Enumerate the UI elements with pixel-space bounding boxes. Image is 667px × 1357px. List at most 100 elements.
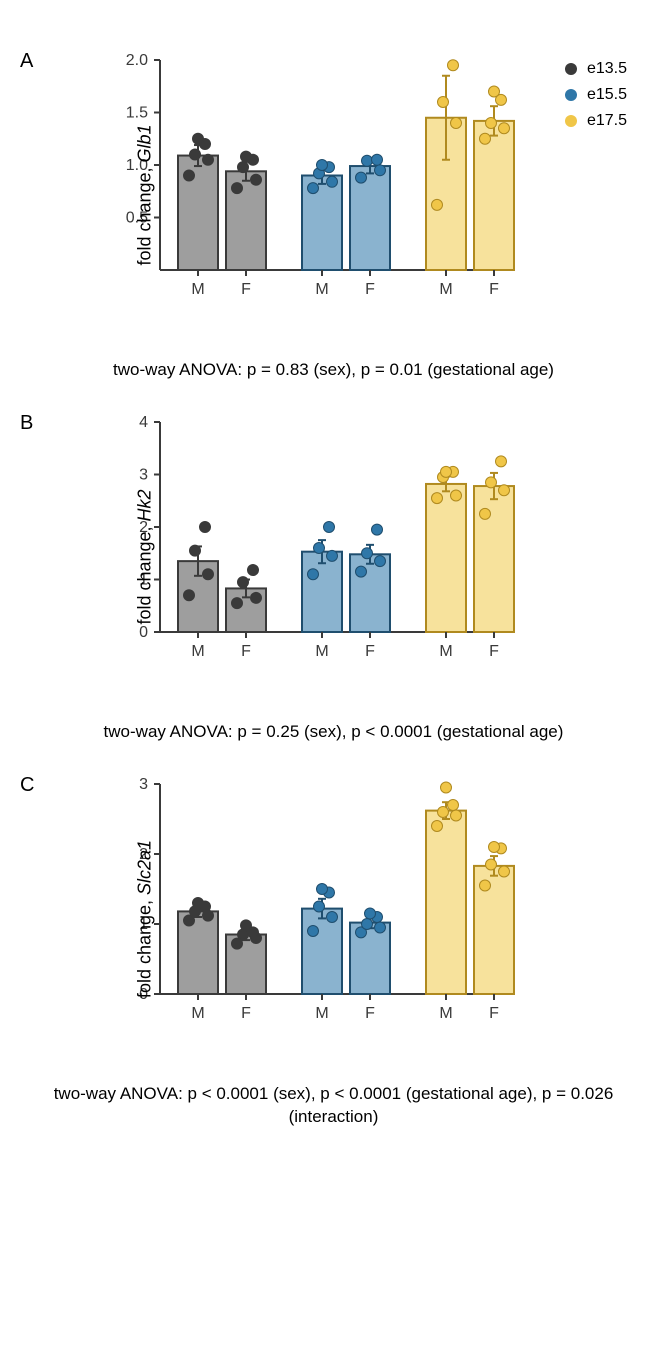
data-point (372, 524, 383, 535)
bar-chart: 0123MFMFMF (100, 774, 520, 1064)
data-point (251, 592, 262, 603)
data-point (451, 118, 462, 129)
data-point (499, 123, 510, 134)
legend: e13.5 e15.5 e17.5 (565, 60, 627, 138)
y-axis-label: fold change, Slc2a1 (135, 840, 156, 998)
x-tick-label: M (191, 643, 204, 660)
legend-label: e15.5 (587, 86, 627, 104)
data-point (327, 176, 338, 187)
data-point (232, 597, 243, 608)
x-tick-label: M (315, 1005, 328, 1022)
figure-panel-c: Cfold change, Slc2a10123MFMFMFtwo-way AN… (10, 774, 657, 1130)
bar-chart: 01234MFMFMF (100, 412, 520, 702)
gene-name: Slc2a1 (135, 840, 155, 895)
chart-wrap: fold change, Hk201234MFMFMF (100, 412, 657, 702)
data-point (203, 569, 214, 580)
y-tick-label: 3 (139, 466, 148, 483)
x-tick-label: F (241, 643, 251, 660)
data-point (362, 918, 373, 929)
legend-dot-icon (565, 115, 577, 127)
data-point (308, 569, 319, 580)
data-point (441, 466, 452, 477)
anova-caption: two-way ANOVA: p = 0.83 (sex), p = 0.01 … (10, 358, 657, 382)
bar-chart: 0.51.01.52.0MFMFMF (100, 50, 520, 340)
data-point (438, 97, 449, 108)
y-axis-label-prefix: fold change, (135, 162, 155, 265)
x-tick-label: F (241, 281, 251, 298)
y-tick-label: 4 (139, 414, 148, 431)
x-tick-label: F (365, 281, 375, 298)
bar (426, 810, 466, 993)
x-tick-label: F (365, 643, 375, 660)
legend-dot-icon (565, 89, 577, 101)
figure-panel-a: Afold change, Glb10.51.01.52.0MFMFMFe13.… (10, 50, 657, 382)
x-tick-label: F (365, 1005, 375, 1022)
panel-label: A (20, 50, 33, 73)
data-point (365, 908, 376, 919)
data-point (238, 576, 249, 587)
y-tick-label: 0 (139, 624, 148, 641)
y-axis-label: fold change, Hk2 (135, 489, 156, 624)
x-tick-label: M (439, 643, 452, 660)
data-point (375, 165, 386, 176)
y-axis-label-prefix: fold change, (135, 521, 155, 624)
x-tick-label: M (315, 643, 328, 660)
x-tick-label: M (191, 1005, 204, 1022)
data-point (480, 880, 491, 891)
data-point (356, 172, 367, 183)
data-point (251, 174, 262, 185)
data-point (375, 555, 386, 566)
x-tick-label: M (439, 1005, 452, 1022)
data-point (356, 566, 367, 577)
data-point (499, 485, 510, 496)
data-point (203, 154, 214, 165)
x-tick-label: F (241, 1005, 251, 1022)
legend-label: e17.5 (587, 112, 627, 130)
data-point (193, 897, 204, 908)
y-axis-label: fold change, Glb1 (135, 124, 156, 265)
data-point (451, 810, 462, 821)
x-tick-label: F (489, 1005, 499, 1022)
data-point (327, 550, 338, 561)
data-point (432, 820, 443, 831)
data-point (438, 806, 449, 817)
legend-item: e15.5 (565, 86, 627, 104)
y-tick-label: 3 (139, 776, 148, 793)
data-point (327, 911, 338, 922)
data-point (372, 154, 383, 165)
x-tick-label: M (191, 281, 204, 298)
legend-item: e17.5 (565, 112, 627, 130)
data-point (248, 564, 259, 575)
data-point (232, 183, 243, 194)
data-point (193, 133, 204, 144)
legend-dot-icon (565, 63, 577, 75)
data-point (308, 925, 319, 936)
data-point (241, 919, 252, 930)
data-point (314, 542, 325, 553)
data-point (451, 490, 462, 501)
data-point (241, 151, 252, 162)
bar (474, 121, 514, 270)
y-axis-label-prefix: fold change, (135, 895, 155, 998)
data-point (448, 799, 459, 810)
data-point (486, 859, 497, 870)
data-point (432, 492, 443, 503)
data-point (489, 86, 500, 97)
bar (426, 484, 466, 632)
data-point (499, 866, 510, 877)
anova-caption: two-way ANOVA: p = 0.25 (sex), p < 0.000… (10, 720, 657, 744)
x-tick-label: M (439, 281, 452, 298)
x-tick-label: M (315, 281, 328, 298)
data-point (190, 545, 201, 556)
data-point (480, 133, 491, 144)
gene-name: Hk2 (135, 489, 155, 521)
legend-label: e13.5 (587, 60, 627, 78)
data-point (317, 883, 328, 894)
data-point (200, 521, 211, 532)
data-point (441, 782, 452, 793)
y-tick-label: 1.5 (126, 105, 148, 122)
legend-item: e13.5 (565, 60, 627, 78)
data-point (362, 155, 373, 166)
data-point (314, 901, 325, 912)
data-point (486, 118, 497, 129)
